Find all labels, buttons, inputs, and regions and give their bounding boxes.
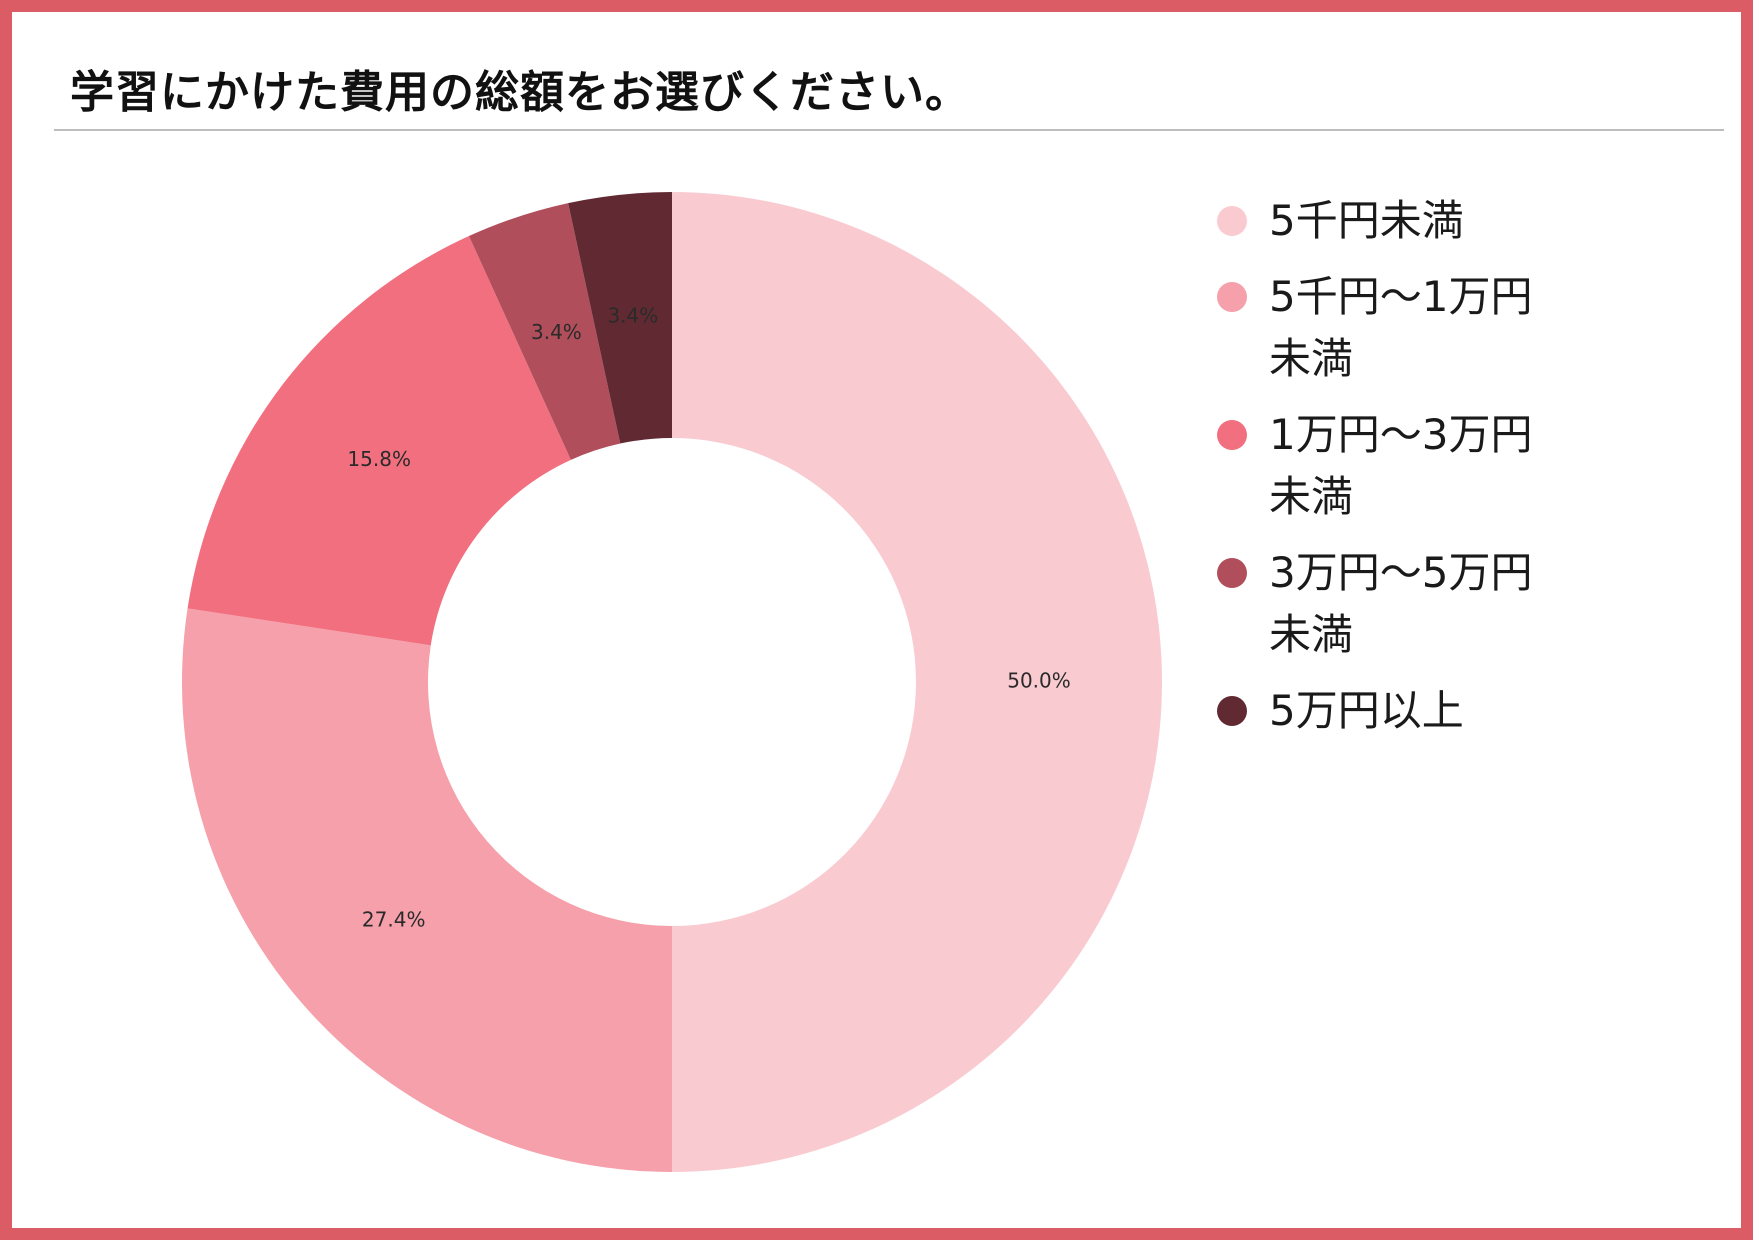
donut-slices [182, 192, 1162, 1172]
slice-value-label: 50.0% [1007, 669, 1071, 693]
legend-label: 5千円〜1万円未満 [1269, 272, 1533, 383]
legend-swatch-icon [1217, 696, 1247, 726]
legend-item: 3万円〜5万円未満 [1217, 542, 1737, 666]
legend-label: 5万円以上 [1269, 686, 1464, 735]
legend-item: 5万円以上 [1217, 680, 1737, 742]
legend-swatch-icon [1217, 282, 1247, 312]
donut-slice-4 [468, 203, 621, 460]
donut-slice-5 [568, 192, 672, 444]
legend-item: 5千円未満 [1217, 190, 1737, 252]
legend-item: 1万円〜3万円未満 [1217, 404, 1737, 528]
donut-slice-2 [182, 608, 673, 1172]
donut-chart: 50.0% 27.4% 15.8% 3.4% 3.4% [182, 192, 1162, 1172]
legend-label: 1万円〜3万円未満 [1269, 410, 1533, 521]
slice-value-label: 3.4% [531, 320, 582, 344]
donut-slice-1 [672, 192, 1162, 1172]
legend-swatch-icon [1217, 206, 1247, 236]
legend-swatch-icon [1217, 420, 1247, 450]
slice-labels: 50.0% 27.4% 15.8% 3.4% 3.4% [347, 304, 1070, 932]
legend-item: 5千円〜1万円未満 [1217, 266, 1737, 390]
chart-title: 学習にかけた費用の総額をお選びください。 [70, 67, 970, 118]
legend-swatch-icon [1217, 558, 1247, 588]
donut-slice-3 [187, 236, 571, 646]
slice-value-label: 15.8% [347, 447, 411, 471]
slice-value-label: 27.4% [362, 908, 426, 932]
slice-value-label: 3.4% [607, 304, 658, 328]
title-divider [54, 129, 1724, 131]
legend: 5千円未満 5千円〜1万円未満 1万円〜3万円未満 3万円〜5万円未満 5万円以上 [1217, 190, 1737, 756]
legend-label: 3万円〜5万円未満 [1269, 548, 1533, 659]
legend-label: 5千円未満 [1269, 196, 1464, 245]
